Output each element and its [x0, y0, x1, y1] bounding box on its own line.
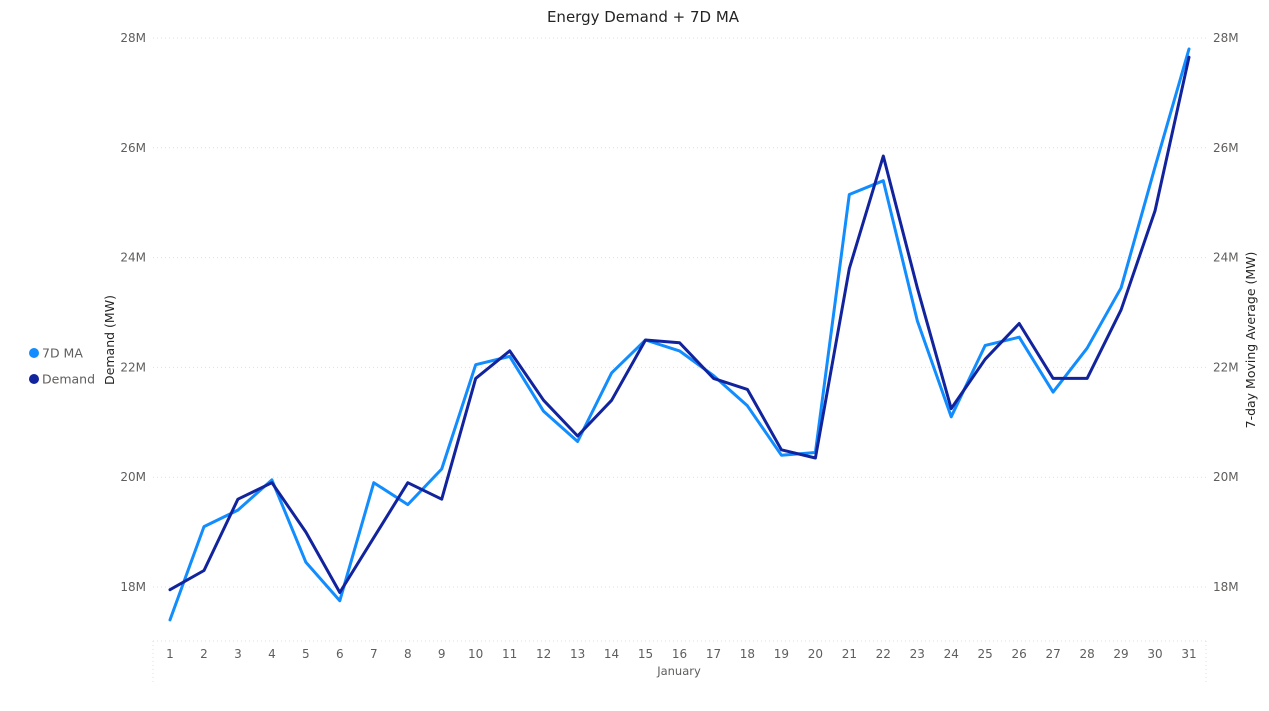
x-tick-label: 25	[978, 647, 993, 661]
y-tick-label-right: 28M	[1213, 31, 1239, 45]
x-tick-label: 12	[536, 647, 551, 661]
x-tick-label: 2	[200, 647, 208, 661]
y-axis-left-title: Demand (MW)	[102, 295, 117, 385]
series-line-demand[interactable]	[168, 55, 1191, 594]
y-tick-label-left: 26M	[120, 141, 146, 155]
y-tick-label-right: 20M	[1213, 470, 1239, 484]
x-tick-label: 18	[740, 647, 755, 661]
x-tick-label: 13	[570, 647, 585, 661]
x-tick-label: 3	[234, 647, 242, 661]
series-lines	[168, 47, 1191, 622]
legend-item-7d-ma[interactable]: 7D MA	[29, 346, 83, 361]
y-axis-right-title: 7-day Moving Average (MW)	[1243, 252, 1258, 429]
x-tick-label: 30	[1147, 647, 1162, 661]
y-tick-label-left: 28M	[120, 31, 146, 45]
x-tick-label: 7	[370, 647, 378, 661]
x-tick-label: 20	[808, 647, 823, 661]
x-tick-label: 15	[638, 647, 653, 661]
x-tick-label: 29	[1113, 647, 1128, 661]
y-tick-label-right: 22M	[1213, 360, 1239, 374]
x-tick-label: 31	[1181, 647, 1196, 661]
x-tick-label: 1	[166, 647, 174, 661]
x-tick-label: 11	[502, 647, 517, 661]
x-tick-label: 21	[842, 647, 857, 661]
y-tick-label-right: 18M	[1213, 580, 1239, 594]
x-tick-label: 5	[302, 647, 310, 661]
x-tick-label: 14	[604, 647, 619, 661]
y-axis-right: 18M 20M 22M 24M 26M 28M	[1213, 31, 1239, 594]
y-tick-label-right: 24M	[1213, 251, 1239, 265]
x-tick-label: 26	[1012, 647, 1027, 661]
y-tick-label-left: 20M	[120, 470, 146, 484]
gridlines	[153, 37, 1206, 588]
x-tick-label: 28	[1079, 647, 1094, 661]
y-tick-label-right: 26M	[1213, 141, 1239, 155]
y-axis-left: 18M 20M 22M 24M 26M 28M	[120, 31, 146, 594]
legend-marker-demand	[29, 374, 39, 384]
x-tick-label: 23	[910, 647, 925, 661]
x-tick-label: 9	[438, 647, 446, 661]
x-tick-label: 10	[468, 647, 483, 661]
x-tick-label: 22	[876, 647, 891, 661]
legend-item-demand[interactable]: Demand	[29, 372, 95, 387]
x-axis-title: January	[656, 664, 701, 678]
x-axis: 1 2 3 4 5 6 7 8 9 10 11 12 13 14 15 16 17 18 19 20 21 22 23 24 2…	[166, 647, 1196, 661]
y-tick-label-left: 18M	[120, 580, 146, 594]
y-tick-label-left: 22M	[120, 360, 146, 374]
series-line-7d-ma[interactable]	[168, 47, 1191, 622]
y-tick-label-left: 24M	[120, 251, 146, 265]
x-tick-label: 19	[774, 647, 789, 661]
legend-label-demand: Demand	[42, 372, 95, 387]
x-tick-label: 16	[672, 647, 687, 661]
x-tick-label: 27	[1045, 647, 1060, 661]
legend: 7D MA Demand	[29, 346, 95, 387]
x-tick-label: 4	[268, 647, 276, 661]
legend-label-7d-ma: 7D MA	[42, 346, 83, 361]
x-tick-label: 6	[336, 647, 344, 661]
x-tick-label: 17	[706, 647, 721, 661]
chart-title: Energy Demand + 7D MA	[547, 8, 740, 26]
x-tick-label: 8	[404, 647, 412, 661]
x-tick-label: 24	[944, 647, 959, 661]
legend-marker-7d-ma	[29, 348, 39, 358]
